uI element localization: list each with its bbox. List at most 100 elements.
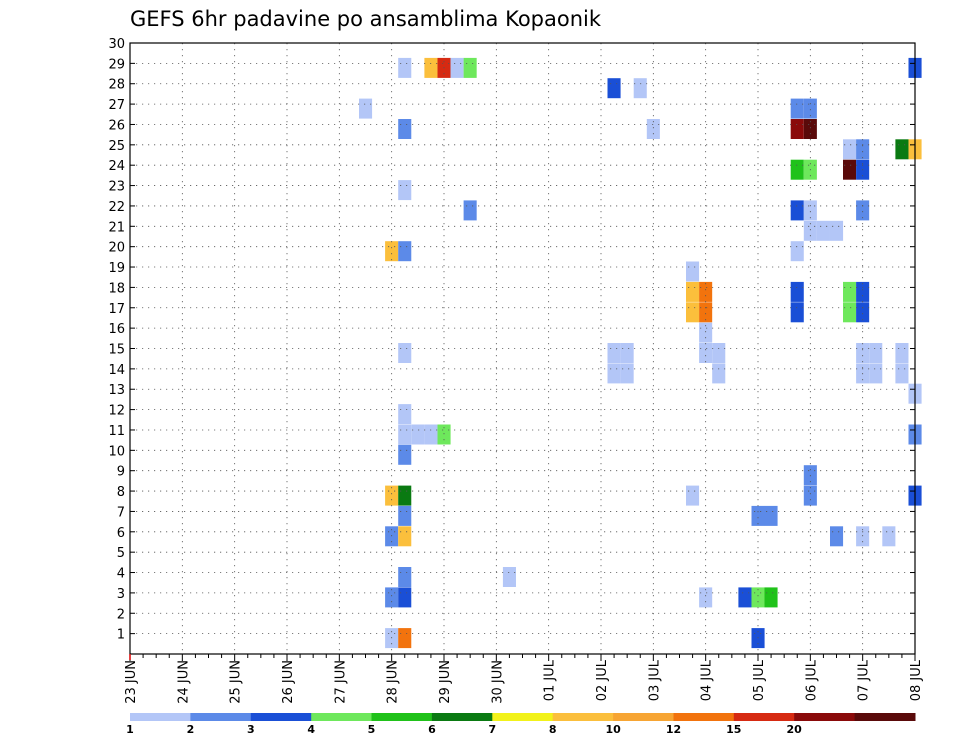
precip-cell [869,363,883,384]
precip-cell [843,139,857,160]
precip-cell [830,526,844,547]
y-axis: 1234567891011121314151617181920212223242… [108,37,915,643]
colorbar-swatch [733,713,795,721]
precip-cell [843,281,857,302]
precip-cell [398,241,412,262]
x-tick-label: 08 JUL [909,659,924,701]
precip-cell [385,241,399,262]
x-tick-label: 23 JUN [124,660,139,704]
precip-cell [895,139,909,160]
precip-cell [790,98,804,119]
x-tick-label: 07 JUL [857,659,872,701]
precip-cell [699,343,713,363]
precip-cell [790,119,804,139]
precip-cell [385,485,399,506]
precip-cell [398,587,412,608]
colorbar-label: 3 [247,723,255,736]
precip-cell [398,567,412,587]
y-tick-label: 14 [108,363,125,378]
y-tick-label: 11 [108,424,125,439]
colorbar-label: 8 [549,723,557,736]
colorbar-swatch [311,713,373,721]
y-tick-label: 13 [108,383,125,398]
precip-cell [856,343,870,363]
precip-cell [843,159,857,180]
precip-cell [398,343,412,363]
precip-cell [646,119,660,139]
y-tick-label: 2 [117,607,125,622]
x-tick-label: 02 JUL [595,659,610,701]
y-tick-label: 5 [117,546,125,561]
y-tick-label: 25 [108,139,125,154]
x-tick-label: 06 JUL [804,659,819,701]
y-tick-label: 6 [117,526,125,541]
y-tick-label: 9 [117,465,125,480]
y-tick-label: 22 [108,200,125,215]
y-tick-label: 18 [108,281,125,296]
precip-cell [620,363,634,384]
y-tick-label: 17 [108,302,125,317]
colorbar-label: 4 [307,723,315,736]
precip-cell [856,281,870,302]
precip-cell [359,98,373,119]
y-tick-label: 20 [108,241,125,256]
precip-cell [633,78,647,99]
precip-cell [398,526,412,547]
y-tick-label: 15 [108,343,125,358]
precip-cell [764,587,778,608]
colorbar-label: 1 [126,723,134,736]
y-tick-label: 10 [108,444,125,459]
precip-cell [620,343,634,363]
precip-cell [790,302,804,323]
colorbar-swatch [552,713,614,721]
colorbar-label: 12 [666,723,681,736]
precip-cell [607,78,621,99]
precip-cell [437,424,451,445]
precip-cell [411,424,425,445]
precip-cell [502,567,516,587]
precip-cell [882,526,896,547]
precip-cell [398,404,412,425]
precip-cell [856,526,870,547]
colorbar-swatch [492,713,554,721]
x-tick-label: 24 JUN [176,660,191,704]
precip-cell [398,424,412,445]
colorbar-swatch [250,713,312,721]
precip-cell [686,485,700,506]
x-tick-label: 29 JUN [438,660,453,704]
colorbar-swatch [130,713,191,721]
precip-cell [738,587,752,608]
x-tick-label: 25 JUN [229,660,244,704]
y-tick-label: 19 [108,261,125,276]
x-axis: 23 JUN 24 JUN 25 JUN 26 JUN 27 JUN 28 JUN 29 J… [124,654,924,704]
colorbar-swatch [431,713,493,721]
colorbar-swatch [190,713,252,721]
y-tick-label: 24 [108,159,125,174]
precip-cell [607,363,621,384]
y-tick-label: 16 [108,322,125,337]
precip-cell [463,200,477,221]
precip-cell [699,587,713,608]
colorbar-swatch [673,713,735,721]
precip-cell [790,159,804,180]
x-tick-label: 30 JUN [490,660,505,704]
colorbar-label: 10 [605,723,621,736]
colorbar-label: 2 [187,723,195,736]
grid-layer [130,43,915,654]
colorbar: 1 2 3 4 5 6 7 8 10 12 15 20 [126,713,916,736]
y-tick-label: 8 [117,485,125,500]
y-tick-label: 4 [117,567,125,582]
precip-cell [790,281,804,302]
precip-cell [398,505,412,526]
precip-cell [751,505,765,526]
precip-cell [699,281,713,302]
precip-cell [856,139,870,160]
precip-cell [424,57,438,78]
colorbar-swatch [613,713,674,721]
cells-layer [359,57,922,649]
x-tick-label: 27 JUN [333,660,348,704]
colorbar-label: 15 [726,723,741,736]
colorbar-swatch [854,713,916,721]
precip-cell [463,57,477,78]
